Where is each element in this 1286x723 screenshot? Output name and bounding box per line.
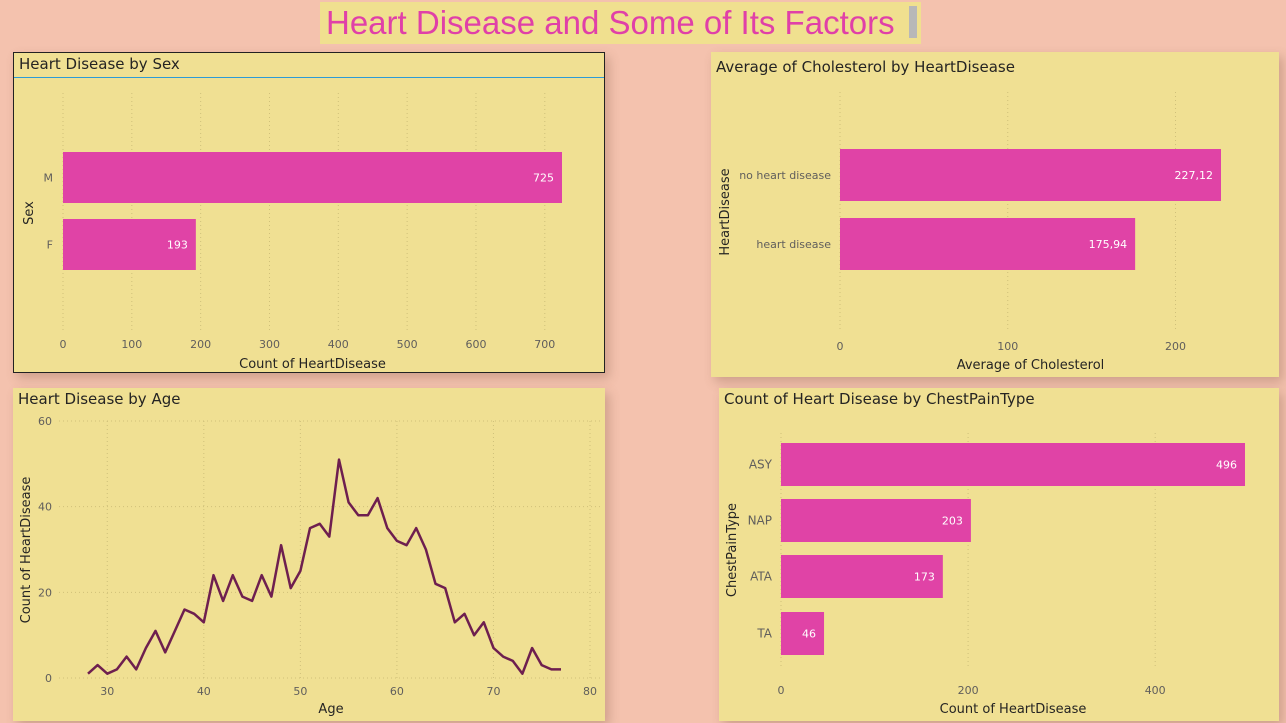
data-label: 203 — [942, 515, 963, 528]
y-axis-title: ChestPainType — [725, 503, 740, 597]
x-tick-label: 60 — [390, 685, 404, 698]
bar — [781, 612, 825, 655]
x-tick-label: 70 — [486, 685, 500, 698]
category-label: M — [44, 172, 54, 185]
chart-svg-chestpain: 0 200 400 ASY 496 NAP 203 ATA 173 TA 46 Count of He… — [725, 433, 1245, 717]
y-axis-title: Sex — [22, 201, 37, 225]
x-tick-label: 40 — [197, 685, 211, 698]
x-tick-label: 0 — [837, 340, 844, 353]
bar — [840, 149, 1221, 201]
y-tick-label: 20 — [38, 586, 52, 599]
chart-title: Heart Disease by Age — [18, 390, 181, 408]
x-tick-label: 30 — [100, 685, 114, 698]
chart-panel-cholesterol[interactable]: Average of Cholesterol by HeartDisease 0… — [711, 52, 1279, 377]
bar — [840, 218, 1136, 270]
data-label: 46 — [802, 628, 816, 641]
x-tick-label: 300 — [259, 338, 280, 351]
x-tick-label: 0 — [60, 338, 67, 351]
chart-title: Count of Heart Disease by ChestPainType — [724, 390, 1035, 408]
x-tick-label: 500 — [397, 338, 418, 351]
x-tick-label: 200 — [958, 684, 979, 697]
x-axis-title: Average of Cholesterol — [957, 358, 1105, 373]
x-tick-label: 0 — [778, 684, 785, 697]
y-axis-title: Count of HeartDisease — [19, 477, 34, 624]
data-label: 496 — [1216, 459, 1237, 472]
chart-svg-cholesterol: 0 100 200 no heart disease 227,12 heart disea… — [718, 92, 1221, 373]
bar — [781, 555, 943, 598]
category-label: ASY — [749, 458, 773, 472]
bar — [63, 152, 562, 203]
x-tick-label: 400 — [1145, 684, 1166, 697]
y-tick-label: 0 — [45, 672, 52, 685]
x-tick-label: 80 — [583, 685, 597, 698]
category-label: ATA — [750, 570, 773, 584]
x-tick-label: 400 — [328, 338, 349, 351]
selection-header-line — [14, 77, 604, 78]
x-axis-title: Age — [318, 702, 343, 717]
x-axis-title: Count of HeartDisease — [239, 357, 386, 372]
category-label: F — [47, 239, 53, 252]
bar — [781, 443, 1245, 486]
category-label: heart disease — [756, 238, 831, 251]
x-tick-label: 200 — [190, 338, 211, 351]
report-title: Heart Disease and Some of Its Factors — [326, 4, 895, 41]
chart-title: Average of Cholesterol by HeartDisease — [716, 58, 1015, 76]
text-cursor — [909, 6, 917, 38]
data-label: 725 — [533, 172, 554, 185]
x-tick-label: 50 — [293, 685, 307, 698]
x-axis-title: Count of HeartDisease — [940, 702, 1087, 717]
x-tick-label: 100 — [997, 340, 1018, 353]
series-line — [87, 458, 561, 675]
chart-svg-sex: 0 100 200 300 400 500 600 700 M 725 F 193 Count of H… — [22, 93, 562, 372]
x-tick-label: 700 — [534, 338, 555, 351]
data-label: 193 — [167, 239, 188, 252]
chart-panel-sex[interactable]: Heart Disease by Sex 0 100 200 300 400 500 600… — [13, 52, 605, 373]
data-label: 227,12 — [1175, 169, 1214, 182]
data-label: 175,94 — [1089, 238, 1128, 251]
category-label: NAP — [748, 514, 772, 528]
y-tick-label: 60 — [38, 415, 52, 428]
report-title-box: Heart Disease and Some of Its Factors — [320, 2, 921, 44]
y-axis-title: HeartDisease — [718, 168, 733, 255]
bar — [781, 499, 971, 542]
x-tick-label: 600 — [465, 338, 486, 351]
y-tick-label: 40 — [38, 501, 52, 514]
chart-title: Heart Disease by Sex — [19, 55, 180, 73]
chart-panel-chestpain[interactable]: Count of Heart Disease by ChestPainType … — [719, 388, 1279, 721]
x-tick-label: 200 — [1165, 340, 1186, 353]
chart-svg-age: 0 20 40 60 30 40 50 60 70 80 Age Count of HeartDise… — [19, 415, 603, 717]
x-tick-label: 100 — [121, 338, 142, 351]
chart-panel-age[interactable]: Heart Disease by Age 0 20 40 60 30 40 50 60 70 80… — [13, 388, 605, 721]
data-label: 173 — [914, 571, 935, 584]
category-label: TA — [756, 627, 772, 641]
bar — [63, 219, 196, 270]
category-label: no heart disease — [739, 169, 831, 182]
